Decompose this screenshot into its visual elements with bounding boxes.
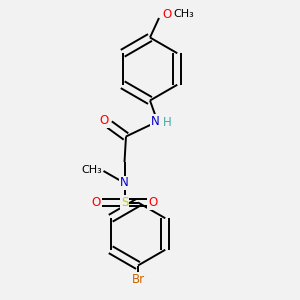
Text: O: O	[162, 8, 171, 21]
Text: N: N	[151, 115, 160, 128]
Text: O: O	[148, 196, 158, 209]
Text: H: H	[163, 116, 172, 130]
Text: CH₃: CH₃	[173, 9, 194, 20]
Text: Br: Br	[131, 273, 145, 286]
Text: O: O	[92, 196, 100, 209]
Text: N: N	[120, 176, 129, 190]
Text: CH₃: CH₃	[81, 165, 102, 175]
Text: S: S	[121, 196, 128, 209]
Text: O: O	[100, 114, 109, 128]
